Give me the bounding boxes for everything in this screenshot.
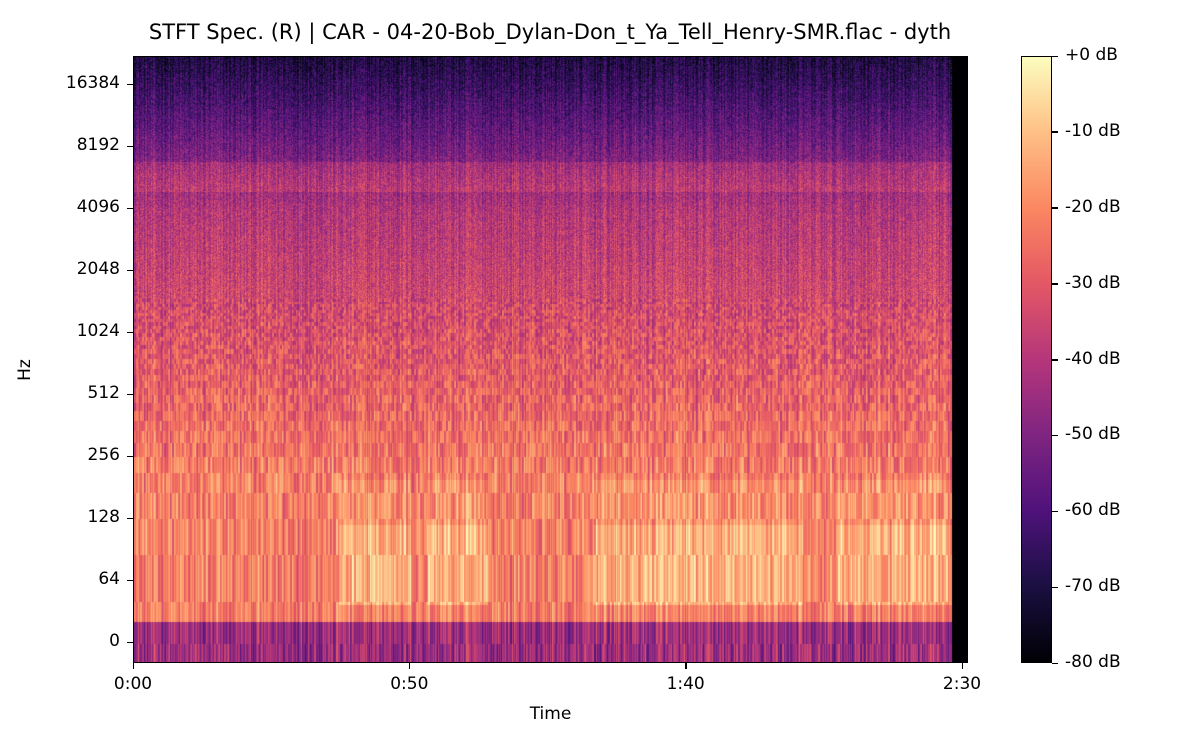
- y-tick-mark: [127, 579, 133, 581]
- colorbar-tick-mark: [1052, 359, 1058, 361]
- y-tick-mark: [127, 455, 133, 457]
- y-tick-mark: [127, 269, 133, 271]
- colorbar: [1021, 56, 1052, 663]
- colorbar-tick-mark: [1052, 662, 1058, 664]
- colorbar-tick-mark: [1052, 586, 1058, 589]
- colorbar-tick-mark: [1052, 283, 1058, 285]
- y-tick-label: 8192: [76, 135, 120, 155]
- x-tick-mark: [685, 663, 687, 669]
- colorbar-tick-mark: [1052, 131, 1058, 133]
- y-tick-mark: [127, 641, 133, 643]
- colorbar-tick-label: -70 dB: [1065, 576, 1121, 597]
- x-axis-label: Time: [529, 704, 572, 724]
- y-tick-mark: [127, 393, 133, 395]
- colorbar-tick-label: -80 dB: [1065, 652, 1121, 672]
- y-tick-mark: [127, 145, 133, 147]
- y-tick-label: 16384: [65, 73, 120, 93]
- x-tick-label: 0:50: [390, 674, 429, 694]
- x-tick-label: 1:40: [666, 674, 705, 694]
- spectrogram-heatmap: [134, 57, 967, 662]
- colorbar-tick-label: -10 dB: [1065, 120, 1121, 141]
- y-tick-label: 64: [98, 569, 120, 589]
- colorbar-tick-mark: [1052, 55, 1058, 57]
- y-tick-label: 1024: [76, 321, 120, 341]
- colorbar-tick-label: -50 dB: [1065, 424, 1121, 445]
- colorbar-tick-mark: [1052, 434, 1058, 437]
- y-tick-mark: [127, 83, 133, 85]
- colorbar-tick-label: +0 dB: [1065, 45, 1118, 65]
- y-axis-label: Hz: [14, 359, 35, 381]
- colorbar-tick-label: -20 dB: [1065, 196, 1121, 217]
- y-tick-mark: [127, 331, 133, 333]
- y-tick-label: 0: [109, 631, 120, 651]
- y-tick-mark: [127, 517, 133, 519]
- y-tick-label: 128: [87, 507, 120, 527]
- colorbar-tick-label: -30 dB: [1065, 272, 1121, 293]
- x-tick-mark: [961, 663, 963, 669]
- y-tick-mark: [127, 207, 133, 209]
- spectrogram-plot-area: [133, 56, 968, 663]
- chart-title: STFT Spec. (R) | CAR - 04-20-Bob_Dylan-D…: [148, 20, 952, 44]
- x-tick-mark: [408, 663, 411, 669]
- colorbar-tick-mark: [1052, 207, 1058, 209]
- y-tick-label: 4096: [76, 197, 120, 217]
- y-tick-label: 512: [87, 383, 120, 403]
- colorbar-tick-label: -40 dB: [1065, 348, 1121, 369]
- y-tick-label: 2048: [76, 259, 120, 279]
- x-tick-label: 0:00: [113, 674, 153, 694]
- x-tick-mark: [132, 663, 134, 669]
- colorbar-tick-label: -60 dB: [1065, 500, 1121, 521]
- x-tick-label: 2:30: [942, 674, 982, 694]
- y-tick-label: 256: [87, 445, 120, 465]
- colorbar-tick-mark: [1052, 510, 1058, 513]
